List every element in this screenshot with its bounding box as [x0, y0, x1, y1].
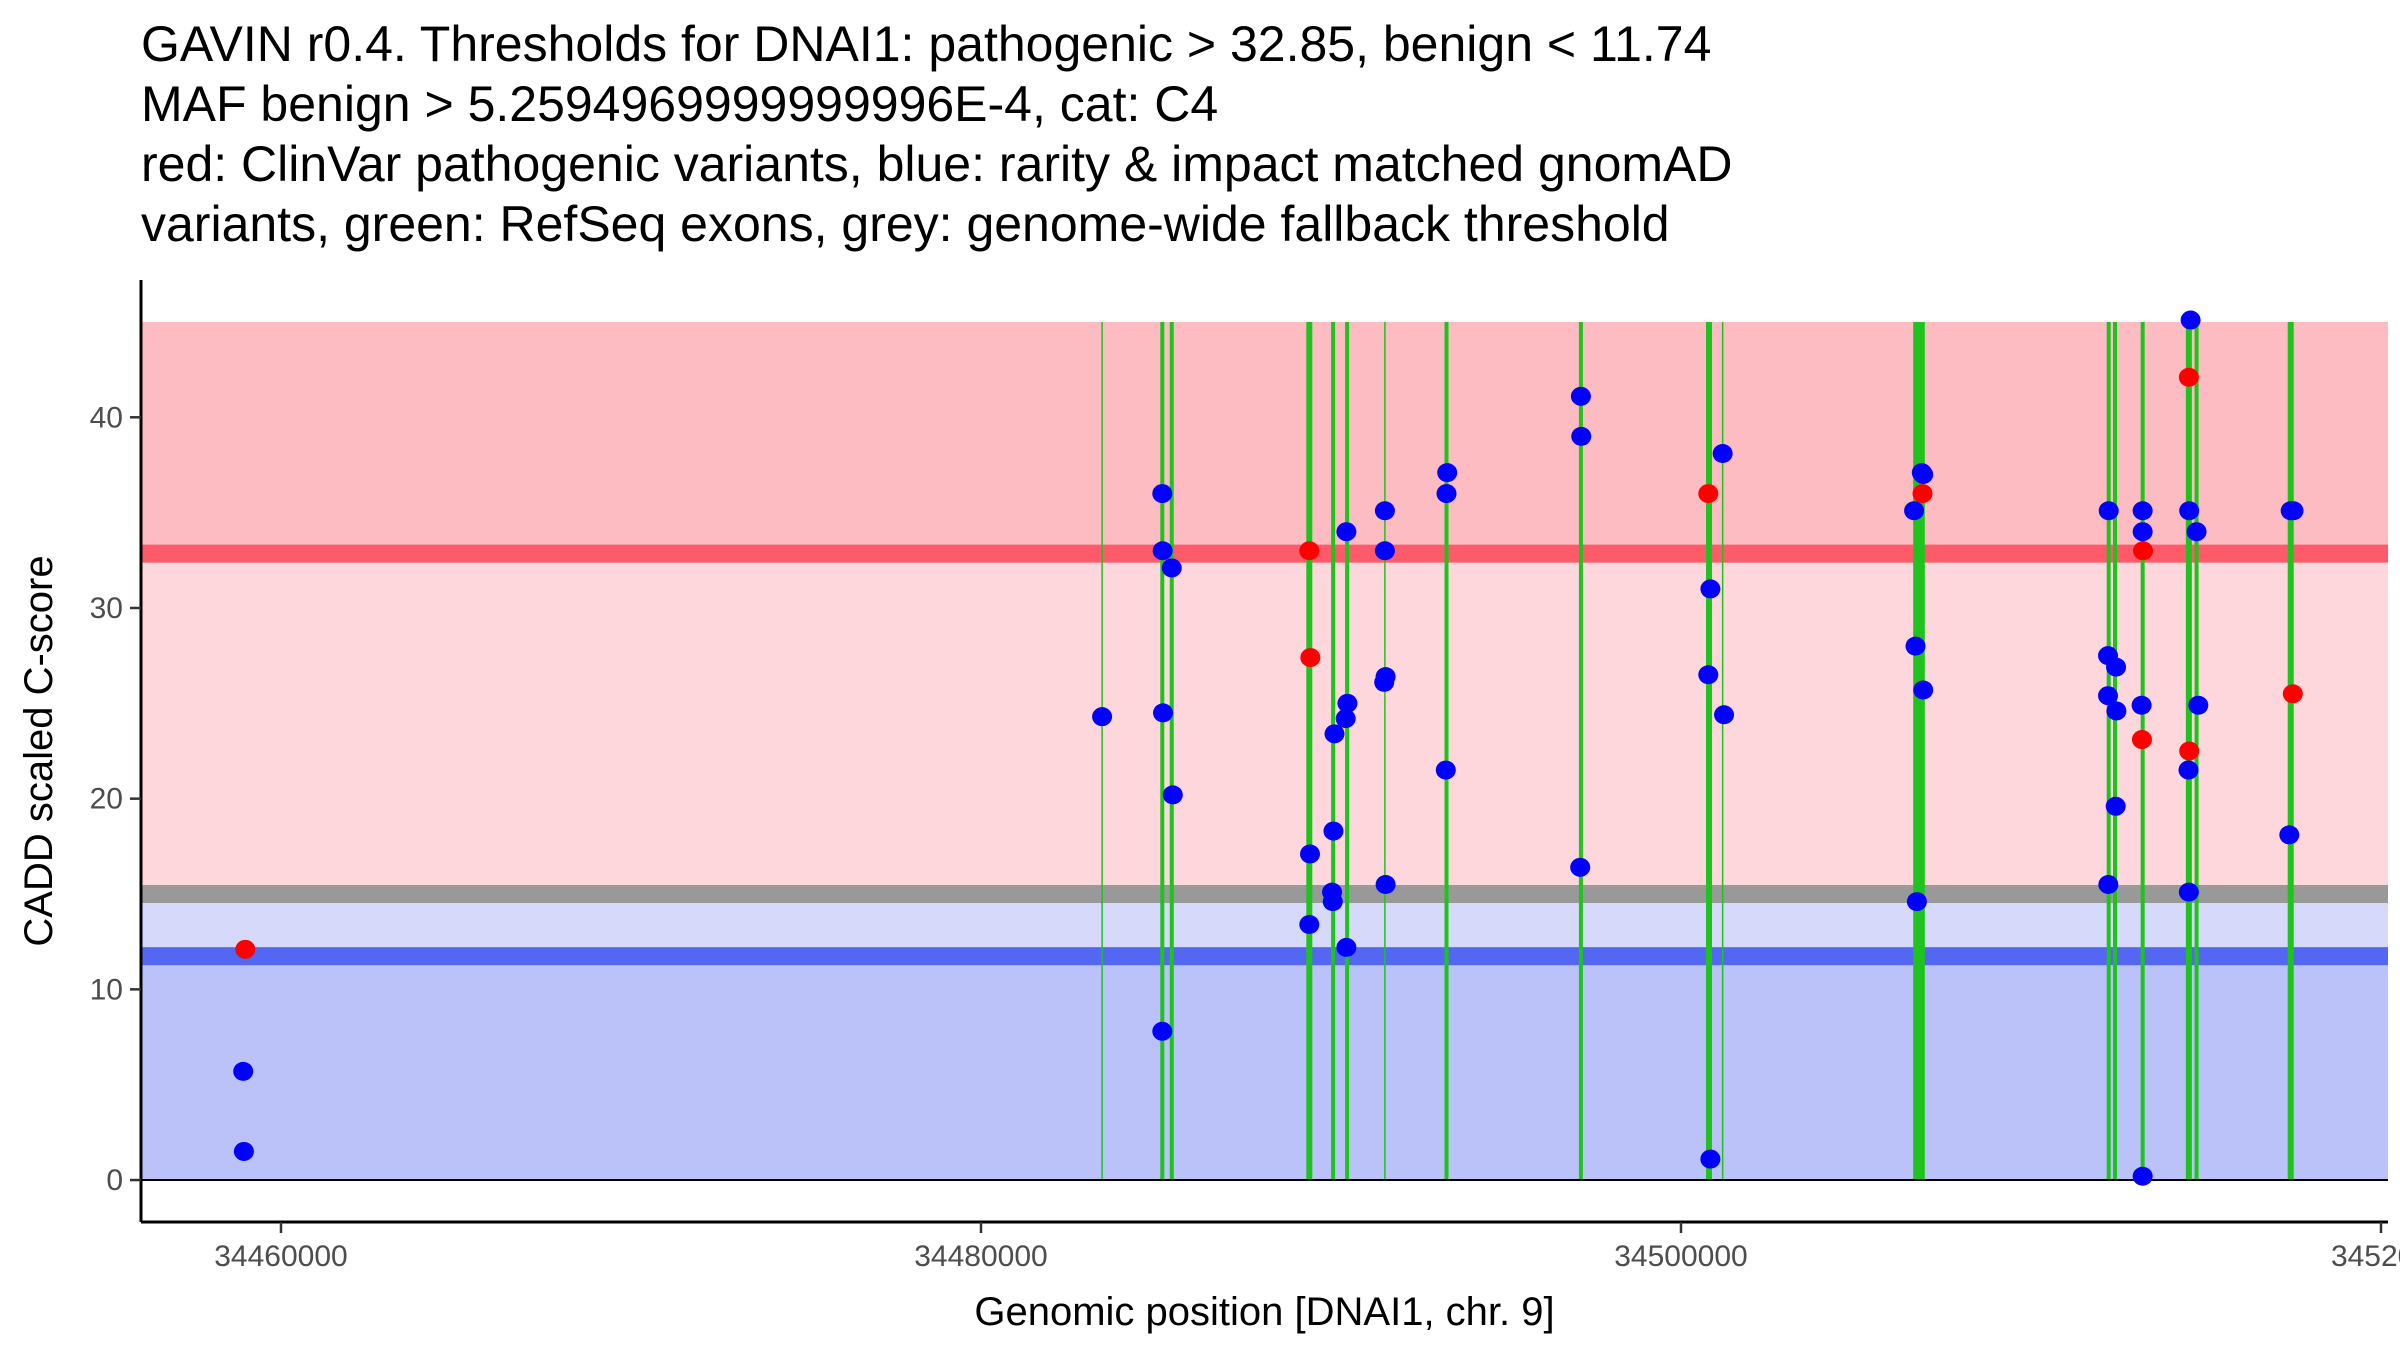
clinvar-point — [2133, 541, 2153, 561]
gnomad-point — [1570, 857, 1591, 877]
gnomad-point — [1336, 522, 1357, 542]
gnomad-point — [1712, 444, 1733, 464]
gnomad-point — [1437, 463, 1458, 483]
gnomad-point — [2132, 522, 2153, 542]
gnomad-point — [2131, 695, 2152, 715]
gnomad-point — [233, 1061, 254, 1081]
gnomad-point — [2132, 1166, 2153, 1186]
gnomad-point — [2098, 686, 2118, 706]
x-tick-label: 34460000 — [214, 1240, 347, 1273]
benign-fallback-region — [141, 894, 2388, 957]
gnomad-point — [2106, 701, 2127, 721]
y-tick-label: 10 — [90, 973, 123, 1006]
gnomad-point — [1374, 501, 1395, 521]
benign-threshold-line — [141, 947, 2388, 966]
clinvar-point — [1300, 648, 1321, 668]
gnomad-point — [2283, 501, 2304, 521]
gnomad-point — [1337, 693, 1358, 713]
gnomad-point — [1906, 892, 1927, 912]
gnomad-point — [1162, 785, 1183, 805]
clinvar-point — [2179, 741, 2200, 761]
y-axis-title: CADD scaled C-score — [17, 555, 61, 946]
gnomad-point — [2105, 796, 2126, 816]
axes — [139, 280, 2388, 1224]
y-tick-label: 30 — [90, 592, 123, 625]
title-line-4: variants, green: RefSeq exons, grey: gen… — [141, 196, 1670, 252]
gnomad-point — [1435, 760, 1456, 780]
x-axis-title: Genomic position [DNAI1, chr. 9] — [974, 1290, 1554, 1334]
title-line-1: GAVIN r0.4. Thresholds for DNAI1: pathog… — [141, 16, 1712, 72]
threshold-bands — [141, 321, 2388, 1181]
benign-region — [141, 956, 2388, 1181]
pathogenic-fallback-region — [141, 553, 2388, 895]
gnomad-point — [1323, 821, 1344, 841]
gnomad-point — [1322, 892, 1343, 912]
gnomad-point — [1324, 724, 1345, 744]
clinvar-point — [1698, 484, 1719, 504]
gnomad-point — [1152, 541, 1173, 561]
y-tick-label: 20 — [90, 783, 123, 816]
fallback-threshold-line — [141, 885, 2388, 904]
gnomad-point — [1335, 709, 1356, 729]
x-tick-label: 34500000 — [1614, 1240, 1747, 1273]
gnomad-point — [1714, 705, 1735, 725]
gnomad-point — [1698, 665, 1719, 685]
gnomad-point — [2188, 695, 2209, 715]
gnomad-point — [2098, 501, 2119, 521]
gnomad-point — [1904, 501, 1925, 521]
gnomad-point — [1152, 484, 1173, 504]
title-line-2: MAF benign > 5.2594969999999996E-4, cat:… — [141, 76, 1219, 132]
clinvar-point — [2178, 367, 2199, 387]
pathogenic-region — [141, 321, 2388, 554]
gnomad-point — [1153, 703, 1173, 723]
gnomad-point — [1700, 579, 1721, 599]
x-axis-ticks: 34460000 34480000 34500000 345200 — [214, 1222, 2400, 1273]
variant-points — [233, 310, 2304, 1186]
clinvar-point — [235, 939, 256, 959]
gnomad-point — [1375, 874, 1396, 894]
clinvar-point — [2131, 730, 2152, 750]
y-tick-label: 0 — [106, 1164, 123, 1197]
pathogenic-threshold-line — [141, 544, 2388, 563]
chart-title: GAVIN r0.4. Thresholds for DNAI1: pathog… — [141, 14, 1732, 254]
gnomad-point — [1092, 707, 1113, 727]
gnomad-point — [1436, 484, 1457, 504]
gnomad-point — [1570, 386, 1591, 406]
title-line-3: red: ClinVar pathogenic variants, blue: … — [141, 136, 1733, 192]
x-tick-label: 34480000 — [914, 1240, 1047, 1273]
gnomad-point — [2178, 882, 2199, 902]
gnomad-point — [1700, 1149, 1721, 1169]
clinvar-point — [2282, 684, 2303, 704]
gnomad-point — [1299, 915, 1320, 935]
gnomad-point — [2132, 501, 2153, 521]
gnomad-point — [2279, 825, 2300, 845]
gnomad-point — [1374, 541, 1395, 561]
gnomad-point — [2178, 760, 2199, 780]
gnomad-point — [1161, 558, 1182, 578]
gnomad-point — [1913, 465, 1934, 485]
gnomad-point — [2186, 522, 2207, 542]
gnomad-point — [1152, 1021, 1173, 1041]
y-axis-ticks: 0 10 20 30 40 — [90, 401, 141, 1197]
gnomad-point — [1571, 426, 1592, 446]
y-tick-label: 40 — [90, 401, 123, 434]
gnomad-point — [1300, 844, 1320, 864]
clinvar-point — [1299, 541, 1320, 561]
gnomad-point — [233, 1141, 254, 1161]
x-tick-label: 345200 — [2331, 1240, 2400, 1273]
clinvar-point — [1912, 484, 1933, 504]
gnomad-point — [1374, 672, 1395, 692]
gnomad-point — [2106, 657, 2127, 677]
gnomad-point — [2098, 874, 2119, 894]
gnomad-point — [1905, 636, 1926, 656]
gnomad-point — [1913, 680, 1934, 700]
gnomad-point — [1336, 937, 1357, 957]
gnomad-point — [2179, 501, 2200, 521]
gnomad-point — [2180, 310, 2201, 330]
